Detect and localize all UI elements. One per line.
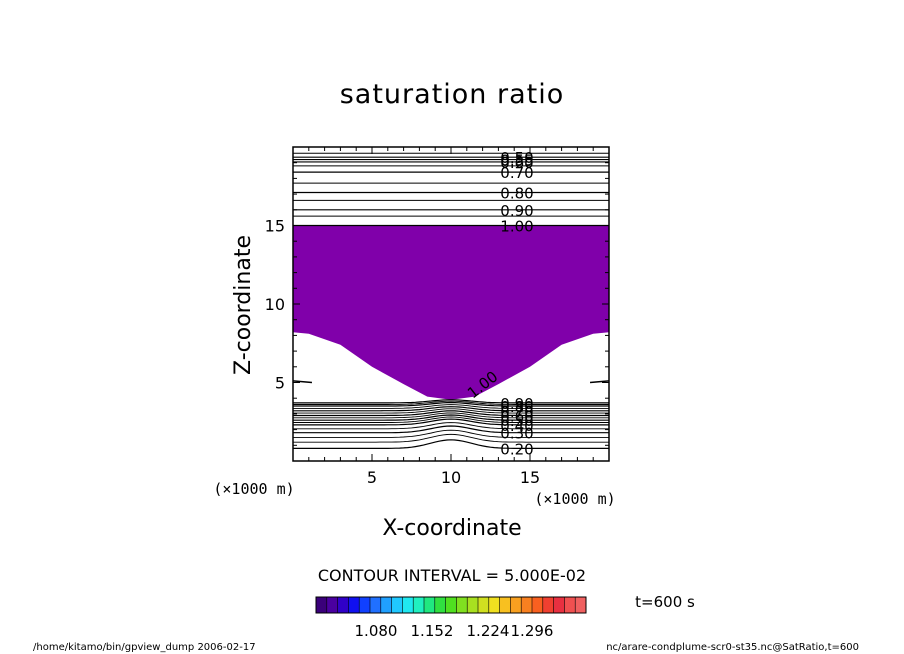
colorbar-swatch: [488, 597, 500, 613]
contour-line-lower-minor: [293, 422, 609, 430]
colorbar-swatch: [456, 597, 468, 613]
colorbar-swatch: [413, 597, 425, 613]
contour-label-upper: 0.90: [500, 202, 533, 220]
contour-label-lower: 0.60: [500, 407, 533, 425]
plot-area: 0.500.550.600.700.800.901.000.900.800.70…: [265, 146, 610, 487]
colorbar-swatch: [532, 597, 544, 613]
colorbar-swatch: [542, 597, 554, 613]
colorbar-tick-label: 1.152: [411, 622, 454, 640]
colorbar-swatch: [510, 597, 522, 613]
chart-title: saturation ratio: [340, 79, 565, 110]
contour-side-left: [292, 380, 313, 384]
contour-line-lower-minor: [293, 400, 609, 405]
colorbar-swatch: [424, 597, 436, 613]
colorbar-swatch: [402, 597, 414, 613]
colorbar-swatch: [370, 597, 382, 613]
colorbar-tick-label: 1.080: [355, 622, 398, 640]
axis-ticks: 5 10 15 5 10 15: [265, 147, 609, 487]
x-tick-label: 10: [441, 468, 461, 487]
contour-lines: [292, 152, 610, 449]
y-tick-label: 5: [275, 374, 285, 393]
footer-left: /home/kitamo/bin/gpview_dump 2006-02-17: [33, 642, 256, 653]
contour-label-lower: 0.70: [500, 403, 533, 421]
colorbar-swatch: [499, 597, 511, 613]
colorbar-tick-label: 1.296: [511, 622, 554, 640]
x-unit-right: (×1000 m): [534, 490, 615, 508]
contour-label-upper: 0.55: [500, 152, 533, 170]
colorbar-swatch: [380, 597, 392, 613]
y-tick-label: 15: [265, 217, 285, 236]
contour-label-upper: 1.00: [500, 218, 533, 236]
contour-line-lower-minor: [293, 433, 609, 443]
colorbar-swatch: [564, 597, 576, 613]
contour-label-lower: 0.40: [500, 417, 533, 435]
colorbar-swatch: [391, 597, 403, 613]
x-tick-label: 5: [367, 468, 377, 487]
contour-labels: 0.500.550.600.700.800.901.000.900.800.70…: [464, 149, 534, 458]
colorbar-swatch: [434, 597, 446, 613]
colorbar-frame: [315, 596, 587, 614]
contour-line-lower-minor: [293, 412, 609, 419]
contour-side-right: [589, 380, 610, 384]
colorbar-swatch: [467, 597, 479, 613]
contour-label-lower: 0.90: [500, 395, 533, 413]
colorbar-swatch: [359, 597, 371, 613]
contour-line-lower: [293, 414, 609, 421]
colorbar-swatch: [348, 597, 360, 613]
contour-line-lower: [293, 401, 609, 407]
colorbar-tick-labels: 1.080 1.152 1.224 1.296: [355, 622, 554, 640]
y-axis-label: Z-coordinate: [231, 235, 256, 375]
contour-label-upper: 0.60: [500, 154, 533, 172]
contour-label-lower: 0.50: [500, 412, 533, 430]
x-unit-left: (×1000 m): [213, 480, 294, 498]
colorbar-tick-label: 1.224: [467, 622, 510, 640]
contour-line-lower: [293, 410, 609, 417]
contour-interval-text: CONTOUR INTERVAL = 5.000E-02: [318, 566, 586, 585]
colorbar: [315, 596, 587, 614]
colorbar-swatch: [326, 597, 338, 613]
colorbar-swatch: [521, 597, 533, 613]
contour-line-lower-minor: [293, 404, 609, 409]
colorbar-swatch: [478, 597, 490, 613]
contour-line-lower-minor: [293, 429, 609, 438]
contour-line-lower: [293, 399, 609, 404]
contour-line-lower-minor: [293, 408, 609, 414]
time-label: t=600 s: [635, 593, 695, 611]
footer-right: nc/arare-condplume-scr0-st35.nc@SatRatio…: [606, 642, 859, 653]
contour-label-lower: 0.30: [500, 425, 533, 443]
colorbar-swatch: [575, 597, 587, 613]
colorbar-swatch: [553, 597, 565, 613]
x-tick-label: 15: [520, 468, 540, 487]
contour-line-lower: [293, 439, 609, 449]
saturated-region: [293, 225, 609, 400]
y-tick-label: 10: [265, 295, 285, 314]
colorbar-swatch: [445, 597, 457, 613]
contour-line-lower: [293, 406, 609, 412]
contour-line-lower: [293, 418, 609, 426]
colorbar-swatch: [337, 597, 349, 613]
contour-label-lower: 0.20: [500, 440, 533, 458]
contour-line-lower-minor: [293, 416, 609, 423]
contour-label-upper: 0.80: [500, 185, 533, 203]
contour-line-lower: [293, 425, 609, 434]
contour-label-upper: 0.50: [500, 149, 533, 167]
contour-label-upper: 0.70: [500, 164, 533, 182]
contour-label-lower: 0.80: [500, 398, 533, 416]
x-axis-label: X-coordinate: [382, 516, 521, 541]
colorbar-swatch: [316, 597, 328, 613]
